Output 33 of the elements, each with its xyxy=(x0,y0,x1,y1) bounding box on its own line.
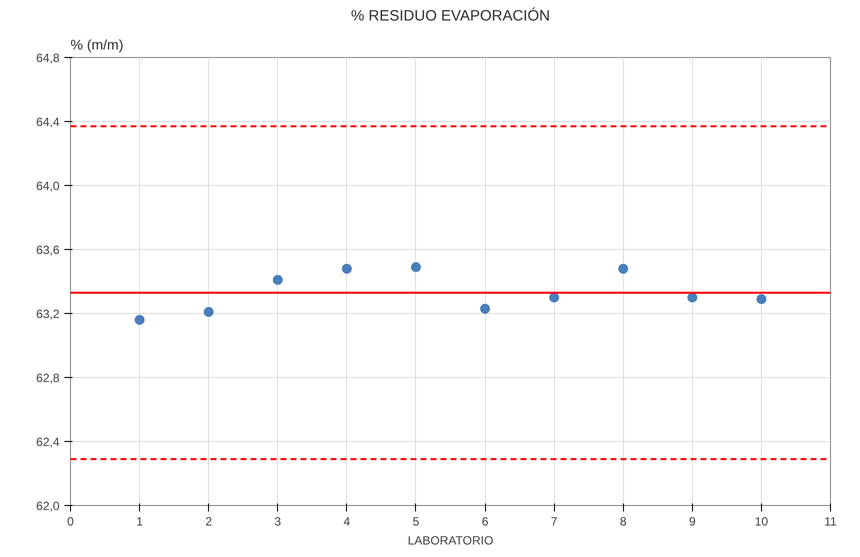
y-tick-label: 63,2 xyxy=(36,307,60,321)
point xyxy=(272,274,283,285)
y-tick-label: 63,6 xyxy=(36,243,60,257)
x-tick-label: 4 xyxy=(344,514,351,528)
point xyxy=(756,294,766,304)
point xyxy=(687,292,698,302)
x-tick-label: 0 xyxy=(67,514,74,528)
point xyxy=(549,292,560,302)
y-tick-label: 64,0 xyxy=(36,179,60,193)
x-tick-label: 5 xyxy=(412,514,420,528)
x-tick-label: 2 xyxy=(205,514,212,528)
x-tick-label: 8 xyxy=(620,514,627,528)
x-axis-title: LABORATORIO xyxy=(408,534,494,548)
x-tick-label: 1 xyxy=(136,514,144,528)
point xyxy=(618,264,628,274)
point xyxy=(410,262,421,272)
y-tick-label: 64,4 xyxy=(36,115,60,129)
y-tick-label: 62,8 xyxy=(36,371,60,385)
x-tick-label: 3 xyxy=(274,514,282,528)
x-tick-label: 10 xyxy=(754,514,768,528)
y-axis-title: % (m/m) xyxy=(70,36,124,52)
x-tick-label: 11 xyxy=(824,514,838,528)
point xyxy=(342,264,352,274)
x-tick-label: 6 xyxy=(482,514,489,528)
x-tick-label: 7 xyxy=(550,514,558,528)
y-tick-label: 64,8 xyxy=(36,51,60,65)
chart-title: % RESIDUO EVAPORACIÓN xyxy=(351,6,550,24)
point xyxy=(204,306,214,317)
y-tick-label: 62,4 xyxy=(36,435,60,449)
point xyxy=(480,304,490,314)
point xyxy=(134,314,145,325)
y-tick-label: 62,0 xyxy=(36,499,60,513)
x-tick-label: 9 xyxy=(688,514,696,528)
